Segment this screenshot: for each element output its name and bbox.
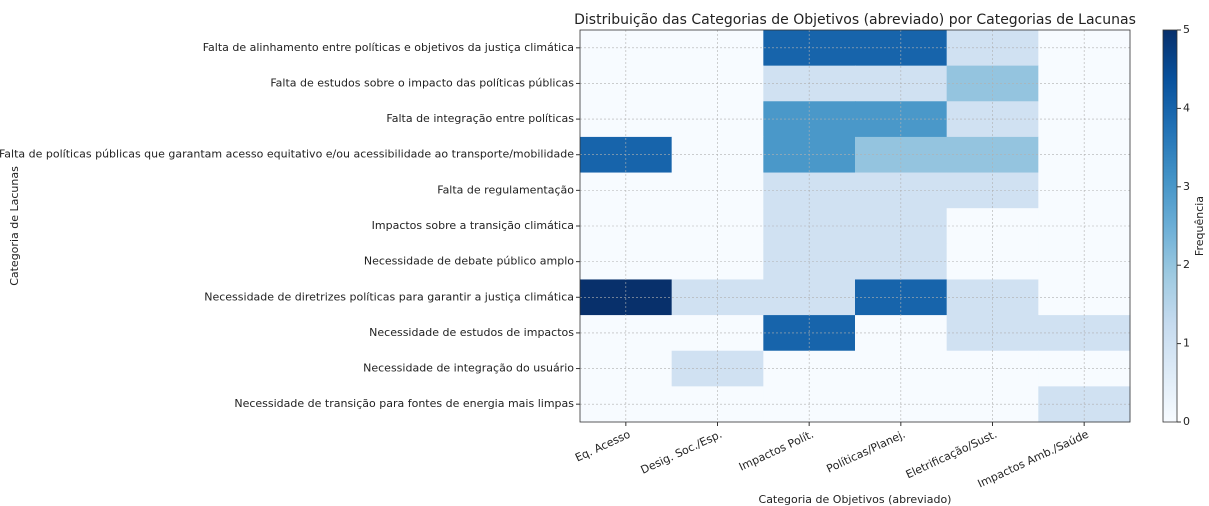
colorbar-tick-label: 4 <box>1183 101 1190 114</box>
x-tick-label: Políticas/Planej. <box>824 428 907 476</box>
colorbar-tick-label: 0 <box>1183 415 1190 428</box>
y-tick-label: Impactos sobre a transição climática <box>372 219 574 232</box>
x-axis-label: Categoria de Objetivos (abreviado) <box>759 493 952 506</box>
y-axis-label: Categoria de Lacunas <box>8 166 21 286</box>
x-tick-label: Eq. Acesso <box>573 428 632 465</box>
x-tick-label: Desig. Soc./Esp. <box>639 428 724 477</box>
y-tick-label: Necessidade de diretrizes políticas para… <box>204 290 574 303</box>
colorbar-tick-label: 2 <box>1183 258 1190 271</box>
x-tick-label: Impactos Polít. <box>737 428 816 474</box>
colorbar-tick-label: 5 <box>1183 23 1190 36</box>
colorbar <box>1162 29 1178 423</box>
y-tick-label: Falta de regulamentação <box>437 183 574 196</box>
chart-title: Distribuição das Categorias de Objetivos… <box>574 12 1136 28</box>
y-tick-label: Necessidade de integração do usuário <box>363 362 574 375</box>
y-tick-label: Falta de alinhamento entre políticas e o… <box>203 41 574 54</box>
y-tick-label: Necessidade de estudos de impactos <box>369 326 574 339</box>
y-tick-label: Necessidade de transição para fontes de … <box>234 397 574 410</box>
colorbar-tick-label: 1 <box>1183 337 1190 350</box>
x-tick-label: Eletrificação/Sust. <box>904 428 999 482</box>
y-tick-label: Falta de estudos sobre o impacto das pol… <box>270 76 574 89</box>
y-tick-label: Necessidade de debate público amplo <box>364 255 574 268</box>
colorbar-tick-label: 3 <box>1183 180 1190 193</box>
colorbar-label: Frequência <box>1193 196 1206 256</box>
y-tick-label: Falta de integração entre políticas <box>386 112 574 125</box>
y-tick-label: Falta de políticas públicas que garantam… <box>0 148 574 161</box>
